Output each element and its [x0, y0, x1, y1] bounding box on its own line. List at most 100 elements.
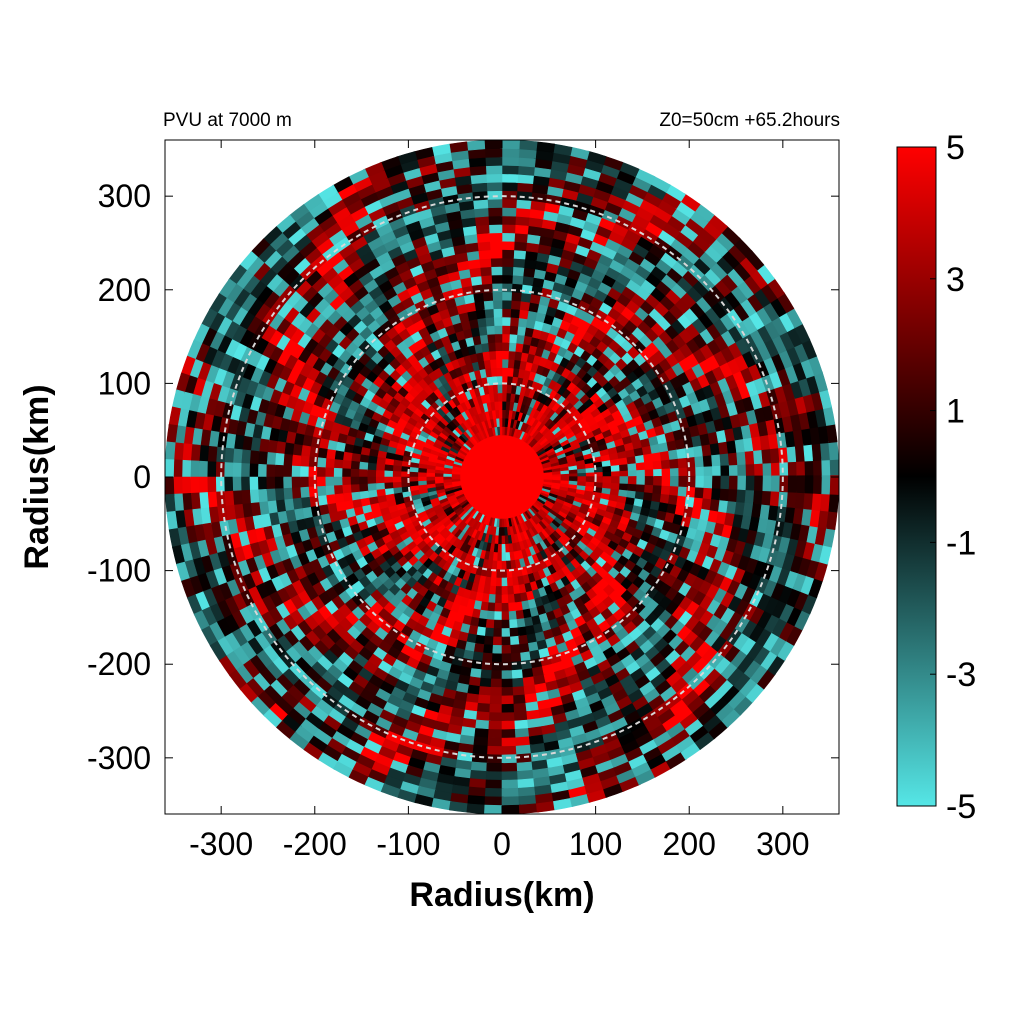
heatmap-cell — [473, 215, 490, 227]
heatmap-cell — [484, 635, 495, 646]
heatmap-cell — [257, 451, 268, 466]
heatmap-cell — [500, 156, 520, 167]
heatmap-cell — [728, 475, 739, 490]
heatmap-cell — [552, 476, 562, 481]
heatmap-cell — [500, 249, 515, 259]
heatmap-cell — [500, 207, 517, 217]
heatmap-cell — [660, 484, 671, 495]
heatmap-cell — [473, 736, 490, 747]
heatmap-cell — [517, 140, 538, 151]
heatmap-cell — [484, 796, 504, 806]
heatmap-cell — [173, 459, 183, 479]
heatmap-cell — [485, 190, 503, 200]
x-tick-label: 300 — [756, 826, 809, 862]
heatmap-field — [165, 140, 839, 814]
heatmap-cell — [215, 461, 225, 479]
heatmap-cell — [257, 463, 267, 479]
heatmap-cell — [501, 358, 509, 368]
x-tick-label: 100 — [569, 826, 622, 862]
heatmap-cell — [501, 796, 521, 806]
colorbar-ticks: 531-1-3-5 — [930, 129, 976, 826]
heatmap-cell — [678, 466, 688, 478]
heatmap-cell — [474, 224, 490, 235]
heatmap-cell — [475, 719, 491, 730]
heatmap-cell — [500, 181, 518, 192]
heatmap-cell — [493, 619, 503, 629]
heatmap-cell — [501, 678, 515, 688]
heatmap-cell — [274, 488, 285, 503]
y-tick-label: -300 — [87, 740, 151, 776]
heatmap-cell — [266, 451, 277, 467]
heatmap-cell — [745, 475, 756, 491]
x-axis-label: Radius(km) — [409, 876, 594, 914]
heatmap-cell — [495, 577, 503, 587]
heatmap-cell — [476, 241, 491, 252]
heatmap-cell — [189, 460, 200, 479]
heatmap-cell — [282, 453, 293, 468]
x-tick-label: 200 — [663, 826, 716, 862]
colorbar-tick-label: 5 — [946, 129, 965, 167]
heatmap-cell — [702, 486, 713, 500]
heatmap-cell — [501, 325, 511, 335]
heatmap-cell — [500, 223, 516, 234]
heatmap-cell — [299, 466, 309, 479]
heatmap-cell — [515, 736, 532, 747]
heatmap-cell — [535, 476, 545, 480]
heatmap-cell — [501, 712, 517, 722]
heatmap-cell — [518, 803, 539, 814]
heatmap-cell — [804, 475, 815, 494]
heatmap-cell — [501, 392, 507, 402]
heatmap-cell — [500, 257, 514, 268]
heatmap-cell — [165, 476, 175, 497]
heatmap-cell — [677, 485, 688, 497]
heatmap-cell — [165, 493, 176, 514]
heatmap-cell — [240, 449, 251, 466]
heatmap-cell — [485, 779, 504, 790]
y-tick-label: -100 — [87, 553, 151, 589]
x-tick-label: -100 — [376, 826, 440, 862]
heatmap-cell — [198, 460, 208, 479]
heatmap-cell — [501, 703, 516, 714]
heatmap-cell — [465, 140, 486, 151]
heatmap-cell — [769, 446, 780, 464]
heatmap-cell — [769, 489, 781, 507]
heatmap-cell — [501, 308, 512, 318]
heatmap-cell — [291, 454, 302, 468]
heatmap-cell — [486, 762, 504, 773]
heatmap-cell — [568, 476, 579, 482]
heatmap-cell — [472, 207, 489, 218]
heatmap-cell — [779, 460, 789, 478]
heatmap-cell — [821, 458, 831, 478]
heatmap-cell — [512, 249, 527, 260]
heatmap-cell — [274, 452, 285, 467]
heatmap-cell — [488, 249, 503, 259]
heatmap-cell — [744, 488, 755, 504]
heatmap-cell — [487, 729, 504, 739]
heatmap-cell — [761, 447, 772, 464]
heatmap-cell — [350, 468, 360, 478]
heatmap-cell — [515, 190, 533, 201]
heatmap-cell — [753, 488, 764, 505]
heatmap-cell — [489, 703, 504, 714]
heatmap-cell — [466, 803, 487, 814]
heatmap-cell — [181, 459, 192, 479]
heatmap-cell — [500, 266, 514, 276]
heatmap-cell — [500, 232, 516, 242]
heatmap-cell — [653, 475, 663, 486]
heatmap-cell — [215, 446, 226, 464]
heatmap-cell — [762, 475, 772, 492]
heatmap-cell — [585, 476, 596, 483]
heatmap-cell — [501, 400, 507, 411]
heatmap-cell — [266, 488, 277, 503]
heatmap-cell — [500, 240, 515, 251]
heatmap-cell — [495, 586, 503, 596]
heatmap-cell — [727, 451, 738, 466]
heatmap-cell — [358, 461, 369, 471]
heatmap-cell — [500, 190, 518, 200]
heatmap-cell — [316, 476, 326, 488]
heatmap-cell — [753, 461, 764, 478]
heatmap-cell — [484, 181, 503, 192]
heatmap-cell — [299, 455, 310, 469]
heatmap-cell — [490, 274, 503, 284]
